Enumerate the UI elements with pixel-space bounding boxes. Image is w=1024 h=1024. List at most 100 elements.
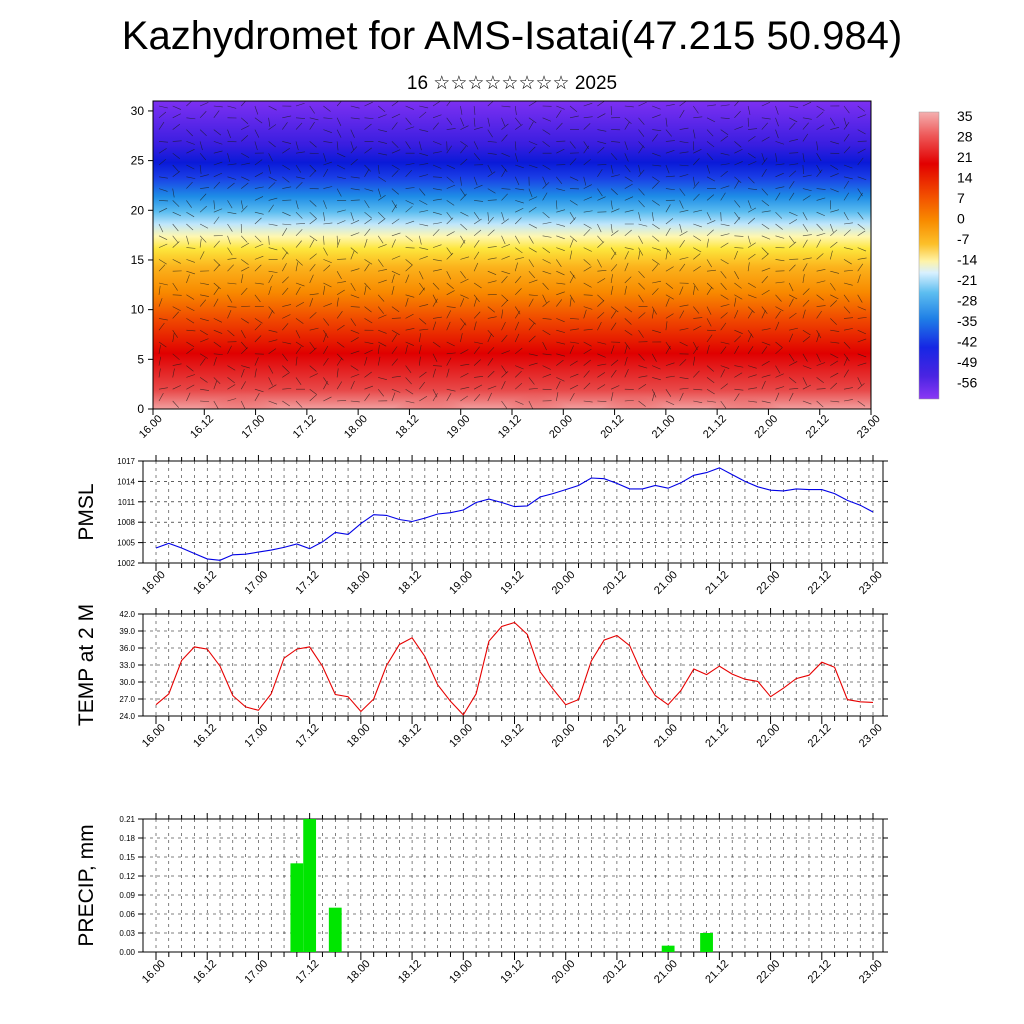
wind-barb [364,211,372,219]
wind-barb [446,388,456,392]
wind-barb [761,360,770,366]
wind-barb [282,247,289,255]
wind-barb [405,247,415,249]
wind-barb [336,235,338,245]
wind-barb [830,127,840,130]
wind-barb [747,262,750,272]
wind-barb [295,286,301,295]
wind-barb [199,102,209,107]
wind-barb [336,164,346,170]
wind-barb [309,200,317,207]
wind-barb [268,377,273,386]
wind-barb [364,385,374,390]
wind-barb [460,318,467,326]
wind-barb [843,222,853,225]
wind-barb [309,327,319,331]
wind-barb [309,239,315,248]
wind-barb [268,235,270,245]
wind-barb [706,129,714,137]
wind-barb [816,211,825,217]
x-tick-label: 22.00 [754,958,782,986]
wind-barb [501,365,507,374]
wind-barb [665,282,674,289]
wind-barb [569,274,575,284]
wind-barb [186,348,194,355]
wind-barb [377,306,384,314]
wind-barb [391,149,401,154]
wind-barb [747,135,756,142]
wind-barb [487,188,496,194]
wind-barb [487,270,497,275]
wind-barb [569,217,577,225]
wind-barb [651,264,659,272]
wind-barb [501,123,509,130]
wind-barb [857,257,867,260]
wind-barb [364,318,373,324]
wind-barb [213,208,223,213]
wind-barb [350,350,360,355]
wind-barb [693,356,696,366]
wind-barb [679,141,689,144]
wind-barb [734,294,743,300]
wind-barb [336,220,346,225]
wind-barb [583,309,587,319]
wind-barb [213,318,223,323]
colorbar-label: 7 [957,190,965,206]
wind-barb [857,223,865,230]
wind-barb [446,128,456,130]
wind-barb [720,271,727,279]
wind-barb [501,164,508,173]
wind-barb [542,117,552,122]
wind-barb [419,344,422,354]
wind-barb [405,313,414,319]
wind-barb [227,398,237,402]
wind-barb [761,380,766,390]
wind-barb [282,314,291,319]
wind-barb [830,117,836,126]
wind-barb [186,306,195,312]
wind-barb [501,188,511,190]
wind-barb [295,262,298,272]
wind-barb [693,176,695,186]
wind-barb [651,134,658,142]
wind-barb [693,253,701,260]
wind-barb [172,105,182,110]
wind-barb [323,282,332,288]
wind-barb [282,341,292,345]
wind-barb [734,309,739,319]
wind-barb [487,333,492,343]
wind-barb [514,306,521,315]
wind-barb [378,141,388,144]
x-tick-label: 20.12 [601,958,629,986]
wind-barb [665,345,671,354]
wind-barb [282,164,291,171]
wind-barb [268,124,277,130]
wind-barb [624,262,629,272]
wind-barb [788,333,794,343]
x-tick-label: 18.00 [342,413,370,441]
wind-barb [172,164,179,172]
colorbar-label: 35 [957,108,973,124]
colorbar-label: 14 [957,170,973,186]
wind-barb [172,235,179,244]
wind-barb [405,264,413,272]
wind-barb [200,318,209,322]
wind-barb [597,312,605,319]
wind-barb [747,176,755,184]
wind-barb [638,383,647,390]
wind-barb [624,183,633,189]
y-tick-label: 0.18 [119,834,135,843]
wind-barb [830,294,839,300]
wind-barb [199,129,207,137]
wind-barb [172,200,180,207]
wind-barb [460,256,470,260]
wind-barb [323,105,331,112]
wind-barb [528,377,535,385]
wind-barb [186,274,190,284]
wind-barb [665,298,670,307]
wind-barb [501,400,507,409]
wind-barb [419,371,427,378]
wind-barb [843,306,851,314]
y-tick-label: 0.00 [119,948,135,957]
wind-barb [693,370,700,378]
